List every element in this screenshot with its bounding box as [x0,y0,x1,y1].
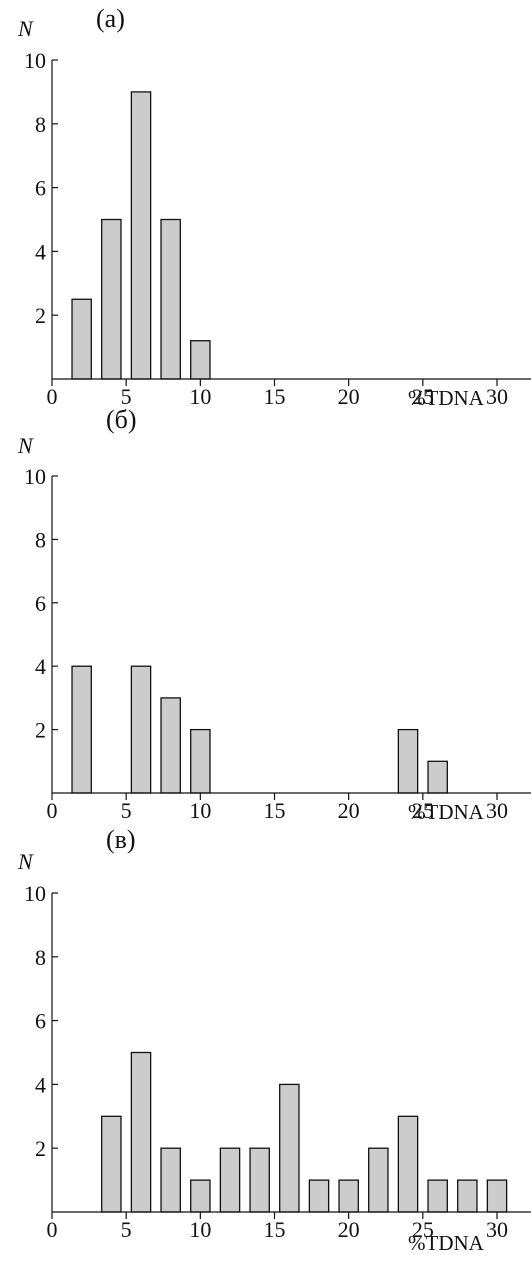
x-tick-label: 25 [412,384,434,409]
bar [160,218,181,380]
x-tick-label: 10 [189,1217,211,1242]
bar [101,1115,122,1213]
bar [397,1115,419,1213]
histogram-panel-1: 2 4 6 8 10 0 5 10 15 20 25 30 N %TDNA (a) [17,4,531,410]
y-tick-label: 4 [35,1072,46,1097]
y-tick-label: 4 [35,654,46,679]
x-axis-label: %TDNA [408,1231,485,1255]
y-tick-label: 8 [35,112,46,137]
x-tick-label: 30 [486,798,508,823]
bar [101,218,122,380]
x-tick-label: 5 [121,1217,132,1242]
bar [160,697,181,794]
x-tick-label: 0 [47,798,58,823]
y-axis-label: N [17,16,34,41]
y-tick-label: 10 [24,881,46,906]
panel-label: (a) [96,4,125,33]
x-tick-label: 15 [264,1217,286,1242]
panel-label: (в) [106,825,136,854]
bar [486,1179,508,1213]
histogram-panel-3: 2 4 6 8 10 0 5 10 15 20 25 30 N %TDNA (в) [17,825,531,1255]
bar [160,1147,181,1213]
bar [368,1147,389,1213]
y-axis-label: N [17,433,34,458]
x-tick-label: 5 [121,798,132,823]
x-tick-label: 30 [486,384,508,409]
bar [190,1179,211,1213]
bar [457,1179,478,1213]
x-tick-label: 0 [47,1217,58,1242]
x-tick-label: 15 [264,798,286,823]
x-axis-label: %TDNA [408,800,485,824]
x-tick-label: 0 [47,384,58,409]
x-tick-label: 30 [486,1217,508,1242]
bar [130,91,152,380]
bar [338,1179,359,1213]
x-tick-label: 25 [412,798,434,823]
bar [190,340,211,380]
x-tick-label: 10 [189,798,211,823]
histogram-panel-2: 2 4 6 8 10 0 5 10 15 20 25 30 N %TDNA (б) [17,405,531,824]
bar [71,298,92,380]
x-tick-label: 20 [338,798,360,823]
x-tick-label: 5 [121,384,132,409]
bar [130,1051,152,1213]
y-tick-label: 8 [35,527,46,552]
x-axis-label: %TDNA [408,386,485,410]
x-tick-label: 15 [264,384,286,409]
panel-label: (б) [106,405,137,434]
y-tick-label: 6 [35,591,46,616]
bar [279,1083,300,1213]
bar [397,728,419,794]
bar [71,665,92,794]
y-tick-label: 2 [35,718,46,743]
x-tick-label: 20 [338,384,360,409]
bar [130,665,152,794]
y-tick-label: 8 [35,945,46,970]
y-tick-label: 10 [24,48,46,73]
x-tick-label: 10 [189,384,211,409]
bar [427,1179,448,1213]
bar [219,1147,241,1213]
y-axis-label: N [17,849,34,874]
y-tick-label: 2 [35,1136,46,1161]
y-tick-label: 10 [24,464,46,489]
bar [427,760,448,794]
bar [190,728,211,794]
y-tick-label: 4 [35,239,46,264]
y-tick-label: 2 [35,303,46,328]
x-tick-label: 20 [338,1217,360,1242]
bar [308,1179,330,1213]
x-tick-label: 25 [412,1217,434,1242]
y-tick-label: 6 [35,1009,46,1034]
y-tick-label: 6 [35,176,46,201]
bar [249,1147,270,1213]
